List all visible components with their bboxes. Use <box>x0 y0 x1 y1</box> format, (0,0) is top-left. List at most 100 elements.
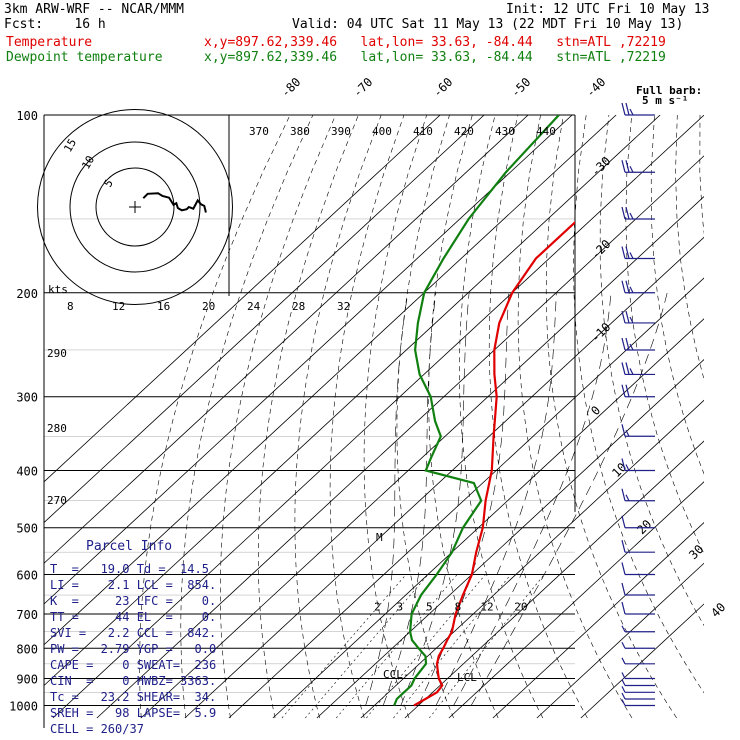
mixing-ratio-line <box>305 574 429 719</box>
parcel-info-row: TT = 44 EL = 0. <box>50 610 217 624</box>
temperature-profile <box>413 220 575 707</box>
theta-label: 380 <box>290 125 310 138</box>
wind-barb <box>621 672 655 680</box>
barb-flag <box>621 641 626 649</box>
wind-barb <box>621 280 655 294</box>
model-title: 3km ARW-WRF -- NCAR/MMM <box>4 2 185 17</box>
wind-barb <box>621 540 655 553</box>
wind-barb <box>621 679 655 687</box>
dry-adiabat <box>396 115 454 719</box>
barb-flag <box>629 212 634 220</box>
barb-flag <box>629 316 634 324</box>
barb-flag <box>621 246 626 259</box>
isotherm <box>184 236 704 719</box>
barb-flag <box>621 672 626 679</box>
barb-flag <box>629 286 634 294</box>
barb-flag <box>625 310 630 324</box>
moist-adiabat <box>453 292 612 706</box>
dry-adiabat <box>459 115 544 719</box>
hodograph-ring <box>95 167 175 247</box>
wind-barb <box>621 601 655 615</box>
moist-adiabat <box>418 292 510 706</box>
dry-adiabat <box>545 115 677 719</box>
wind-barb <box>621 246 655 260</box>
barb-flag <box>625 494 630 501</box>
dry-adiabat <box>329 115 405 719</box>
dry-adiabat <box>517 115 633 719</box>
hodograph-units: kts <box>48 283 68 296</box>
barb-flag <box>621 562 626 575</box>
barb-flag <box>621 699 626 706</box>
mixing-ratio-line <box>281 574 407 719</box>
barb-flag <box>629 252 634 259</box>
isotherm <box>580 603 704 719</box>
isotherm-label: 40 <box>708 600 728 620</box>
dry-adiabat <box>219 115 336 719</box>
hodograph-speed-label: 28 <box>292 300 305 313</box>
isotherm-label: -60 <box>430 75 455 100</box>
wind-barb <box>621 384 655 398</box>
parcel-info-row: CELL = 260/37 <box>50 722 144 736</box>
valid-time: Valid: 04 UTC Sat 11 May 13 (22 MDT Fri … <box>292 17 684 32</box>
mixing-ratio-line <box>336 574 458 719</box>
dewpoint-legend-info: x,y=897.62,339.46 lat,lon= 33.63, -84.44… <box>204 50 666 65</box>
isotherm <box>404 440 704 719</box>
barb-flag <box>625 362 630 375</box>
forecast-hour: Fcst: 16 h <box>4 17 106 32</box>
wind-barb <box>621 458 655 472</box>
wind-barb <box>621 699 655 707</box>
pressure-label-1000: 1000 <box>9 699 38 713</box>
barb-flag <box>621 625 626 632</box>
dry-adiabat <box>294 115 382 719</box>
theta-label: 390 <box>331 125 351 138</box>
isotherm <box>228 277 704 719</box>
dry-adiabat-label: 280 <box>47 422 67 435</box>
barb-flag <box>629 343 634 351</box>
plot-frame <box>43 114 576 728</box>
barb-flag <box>621 310 626 324</box>
isotherm <box>44 115 573 605</box>
mixing-ratio-label: 5 <box>426 601 433 614</box>
hodograph-speed-label: 24 <box>247 300 261 313</box>
init-time: Init: 12 UTC Fri 10 May 13 <box>506 2 710 17</box>
barb-flag <box>621 424 626 437</box>
barb-flag <box>621 337 626 351</box>
theta-label: 410 <box>413 125 433 138</box>
isotherm <box>140 196 704 719</box>
moist-adiabat <box>400 292 470 706</box>
wind-barb <box>621 641 655 649</box>
dry-adiabat <box>650 115 704 475</box>
barb-flag <box>625 337 630 351</box>
wind-barb <box>621 337 655 351</box>
wind-barbs <box>621 102 655 707</box>
barb-flag <box>625 429 630 437</box>
mixing-ratio-line <box>429 574 545 719</box>
temperature-legend-info: x,y=897.62,339.46 lat,lon= 33.63, -84.44… <box>204 35 666 50</box>
isotherm <box>44 115 441 483</box>
wind-barb <box>621 206 655 220</box>
mixing-ratio-label: 20 <box>514 601 527 614</box>
pressure-label-300: 300 <box>16 391 38 405</box>
theta-label: 430 <box>495 125 515 138</box>
dry-adiabat <box>488 115 588 719</box>
pressure-label-900: 900 <box>16 672 38 686</box>
barb-flag <box>625 246 630 259</box>
parcel-info-row: CAPE = 0 SWEAT= 236 <box>50 658 217 672</box>
wind-barb <box>621 102 655 116</box>
annotations: CCL- LCL M <box>376 531 477 684</box>
dry-adiabat <box>363 115 427 719</box>
dry-adiabat <box>573 115 704 694</box>
hodograph-ring <box>69 141 201 273</box>
barb-flag <box>625 206 630 220</box>
pressure-label-100: 100 <box>16 109 38 123</box>
wind-barb <box>621 657 655 665</box>
mixing-ratio-label: 8 <box>455 601 462 614</box>
isotherm-label: 0 <box>588 403 603 418</box>
dry-adiabat <box>180 115 314 719</box>
wind-barb <box>621 686 655 693</box>
dry-adiabat-label: 270 <box>47 494 67 507</box>
wind-barb <box>621 625 655 633</box>
pressure-label-700: 700 <box>16 608 38 622</box>
